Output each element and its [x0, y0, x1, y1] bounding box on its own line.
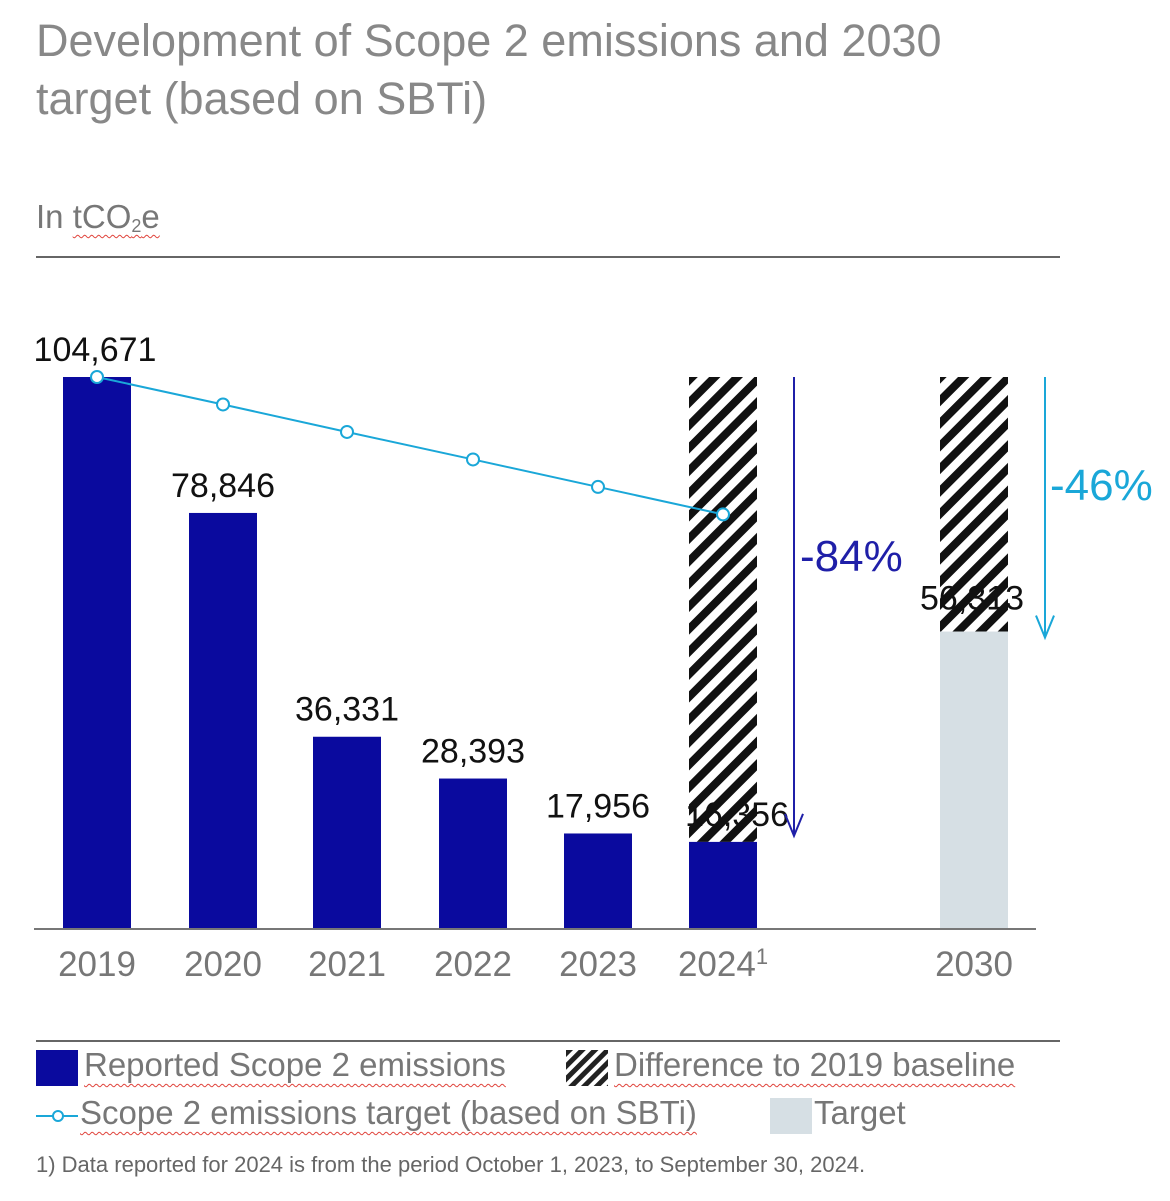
legend-target: Target	[770, 1094, 906, 1134]
legend-difference-swatch	[566, 1050, 608, 1086]
difference-bar-2024	[689, 377, 757, 842]
legend-difference: Difference to 2019 baseline	[566, 1046, 1016, 1086]
target-line-point-2024	[716, 507, 730, 522]
reduction-arrows: -84% -46%	[784, 377, 1153, 839]
legend-reported: Reported Scope 2 emissions	[36, 1046, 506, 1086]
bars	[63, 377, 1008, 928]
bar-2024	[689, 841, 757, 928]
value-label-2019: 104,671	[34, 331, 157, 369]
reduction-label-2024: -84%	[800, 532, 903, 581]
legend-target-line-label: Scope 2 emissions target (based on SBTi)	[80, 1094, 697, 1131]
unit-prefix: In	[36, 198, 73, 235]
x-tick-labels: 2019 2020 2021 2022 2023 20241 2030	[58, 944, 1013, 984]
target-line-series	[90, 370, 730, 522]
target-line	[96, 376, 724, 516]
legend-reported-swatch	[36, 1050, 78, 1086]
reduction-arrow-head-2030	[1035, 615, 1055, 641]
unit-symbol: tCO2e	[72, 198, 160, 236]
value-label-2024: 16,356	[685, 796, 789, 834]
unit-main: tCO	[72, 198, 132, 235]
chart-title: Development of Scope 2 emissions and 203…	[36, 15, 942, 124]
bar-2030	[940, 631, 1008, 928]
top-rule	[36, 256, 1060, 258]
reduction-arrow-head-2024	[784, 813, 804, 839]
bar-2019	[63, 377, 131, 928]
bar-2021	[313, 736, 381, 928]
legend-target-label: Target	[814, 1094, 906, 1131]
value-label-2021: 36,331	[295, 691, 399, 729]
bar-2023	[564, 833, 632, 928]
legend-target-line-swatch	[36, 1110, 78, 1122]
tick-label-2021: 2021	[308, 945, 386, 984]
tick-label-2020: 2020	[184, 945, 262, 984]
value-label-2023: 17,956	[546, 787, 650, 825]
bar-2022	[439, 778, 507, 928]
difference-bars	[689, 377, 1008, 842]
tick-label-2022: 2022	[434, 945, 512, 984]
target-line-point-2020	[216, 397, 230, 412]
tick-superscript-2024: 1	[756, 944, 768, 969]
unit-label: In tCO2e	[36, 198, 160, 237]
target-line-point-2023	[591, 479, 605, 494]
value-label-2022: 28,393	[421, 733, 525, 771]
value-labels: 104,671 78,846 36,331 28,393 17,956 16,356 56,…	[34, 331, 1024, 834]
unit-suffix: e	[141, 198, 160, 235]
target-line-point-2019	[90, 370, 104, 384]
tick-label-2023: 2023	[559, 945, 637, 984]
legend-rule	[36, 1040, 1060, 1042]
target-line-point-2021	[340, 424, 354, 439]
value-label-2030: 56,313	[920, 580, 1024, 618]
legend-target-line: Scope 2 emissions target (based on SBTi)	[36, 1094, 697, 1132]
legend-target-swatch	[770, 1098, 812, 1134]
legend-reported-label: Reported Scope 2 emissions	[84, 1046, 506, 1083]
difference-bar-2030	[940, 377, 1008, 632]
footnote: 1) Data reported for 2024 is from the pe…	[36, 1152, 866, 1177]
reduction-label-2030: -46%	[1050, 461, 1153, 510]
emissions-chart: 104,671 78,846 36,331 28,393 17,956 16,356 56,…	[34, 331, 1153, 984]
bar-2020	[189, 512, 257, 928]
value-label-2020: 78,846	[171, 467, 275, 505]
legend-difference-label: Difference to 2019 baseline	[614, 1046, 1016, 1083]
unit-subscript: 2	[131, 216, 142, 236]
tick-label-2019: 2019	[58, 945, 136, 984]
tick-label-2030: 2030	[935, 945, 1013, 984]
tick-label-2024: 20241	[678, 944, 768, 984]
target-line-point-2022	[466, 452, 480, 467]
